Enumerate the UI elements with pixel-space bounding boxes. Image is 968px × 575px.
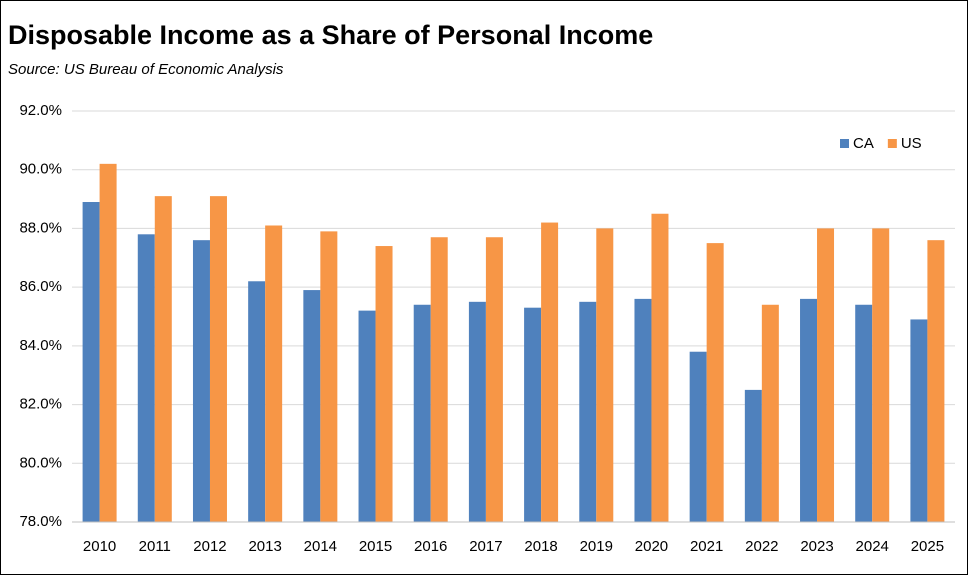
x-tick-label: 2023 (800, 538, 833, 555)
x-tick-label: 2019 (580, 538, 613, 555)
bar (634, 298, 652, 522)
y-tick-label: 84.0% (19, 337, 62, 354)
bar (744, 389, 762, 522)
bar (375, 246, 393, 523)
bar (872, 228, 890, 522)
bar (910, 319, 928, 522)
bar (358, 310, 376, 522)
bar (192, 240, 210, 522)
y-tick-label: 90.0% (19, 161, 62, 178)
x-tick-label: 2013 (248, 538, 281, 555)
bar (99, 163, 117, 523)
legend-swatch (840, 139, 849, 148)
bar (137, 234, 155, 523)
legend-swatch (887, 139, 897, 148)
x-tick-label: 2017 (469, 538, 502, 555)
bar (430, 237, 448, 522)
bar (855, 304, 873, 522)
bar (485, 237, 503, 522)
y-tick-label: 88.0% (19, 219, 62, 236)
x-tick-label: 2011 (139, 538, 171, 555)
x-tick-label: 2021 (690, 538, 723, 555)
y-tick-label: 92.0% (19, 102, 62, 119)
x-tick-label: 2015 (359, 538, 392, 555)
bar (82, 202, 100, 522)
x-tick-label: 2018 (524, 538, 557, 555)
x-tick-label: 2012 (193, 538, 226, 555)
legend-label: US (901, 135, 922, 152)
y-tick-label: 86.0% (19, 278, 62, 295)
bar (817, 228, 835, 522)
y-tick-label: 82.0% (19, 396, 62, 413)
bar (320, 231, 338, 522)
bar (248, 281, 266, 522)
bar (651, 213, 669, 522)
y-tick-label: 80.0% (19, 454, 62, 471)
bar (541, 222, 559, 523)
x-tick-label: 2020 (635, 538, 668, 555)
bar (800, 298, 818, 522)
legend-label: CA (853, 135, 874, 152)
bar (265, 225, 283, 522)
x-tick-label: 2016 (414, 538, 447, 555)
bar (154, 196, 172, 522)
bar (468, 301, 486, 522)
chart-subtitle: Source: US Bureau of Economic Analysis (8, 61, 284, 78)
bar (761, 304, 779, 522)
bar (579, 301, 597, 522)
bar (596, 228, 614, 522)
x-tick-label: 2025 (911, 538, 944, 555)
bar (413, 304, 431, 522)
x-tick-label: 2022 (745, 538, 778, 555)
x-tick-label: 2024 (856, 538, 889, 555)
bar (524, 307, 542, 522)
bar (689, 351, 707, 522)
chart-title: Disposable Income as a Share of Personal… (8, 20, 653, 50)
bar (209, 196, 227, 522)
x-tick-label: 2010 (83, 538, 116, 555)
x-tick-label: 2014 (304, 538, 337, 555)
bar (927, 240, 945, 522)
bar (303, 290, 321, 522)
y-tick-label: 78.0% (19, 513, 62, 530)
bar (706, 243, 724, 522)
